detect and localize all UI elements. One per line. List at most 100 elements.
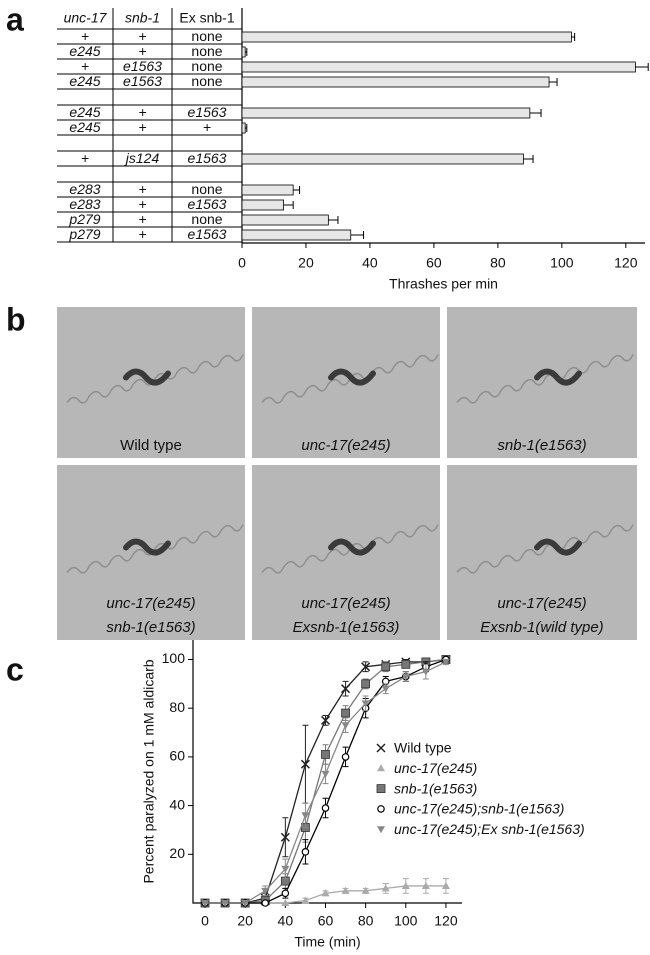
x-tick-label: 40 xyxy=(362,255,378,271)
table-cell: + xyxy=(138,181,146,197)
legend-marker xyxy=(377,826,385,834)
marker xyxy=(381,685,390,693)
legend-label: Wild type xyxy=(394,740,452,756)
marker xyxy=(421,881,430,889)
marker xyxy=(221,900,230,907)
table-cell: + xyxy=(138,104,146,120)
error-bar xyxy=(549,78,558,86)
column-header: unc-17 xyxy=(64,10,108,26)
worm xyxy=(534,538,582,556)
marker xyxy=(341,684,351,694)
x-tick-label: 0 xyxy=(238,255,246,271)
table-cell: e245 xyxy=(69,119,100,135)
marker xyxy=(441,881,450,889)
worm-track xyxy=(456,524,634,574)
x-axis-label: Thrashes per min xyxy=(389,276,498,292)
bar xyxy=(241,229,352,241)
error-bar xyxy=(635,63,649,71)
legend-label: unc-17(e245) xyxy=(394,760,477,776)
table-cell: + xyxy=(81,58,89,74)
x-axis-label: Time (min) xyxy=(294,934,360,950)
x-tick-label: 60 xyxy=(426,255,442,271)
axes xyxy=(192,640,462,904)
error-bar xyxy=(245,124,248,132)
marker xyxy=(361,662,371,672)
table-cell: + xyxy=(138,119,146,135)
table-cell: e245 xyxy=(69,104,100,120)
caption: Exsnb-1(wild type) xyxy=(480,619,603,636)
marker xyxy=(281,865,290,873)
bar xyxy=(241,61,636,73)
table-cell: e283 xyxy=(69,196,100,212)
worm-track xyxy=(66,524,244,574)
error-bar xyxy=(245,48,248,56)
marker xyxy=(401,881,410,889)
panel-label: a xyxy=(6,1,24,37)
legend-marker xyxy=(376,743,386,753)
error-bar xyxy=(350,231,365,239)
marker xyxy=(341,708,350,718)
marker xyxy=(261,887,270,895)
table-cell: none xyxy=(191,181,222,197)
caption: unc-17(e245) xyxy=(497,595,586,612)
x-tick-label: 80 xyxy=(490,255,506,271)
marker xyxy=(301,812,310,820)
bar xyxy=(241,107,531,119)
table-cell: + xyxy=(138,196,146,212)
marker xyxy=(280,832,290,842)
legend-label: snb-1(e1563) xyxy=(394,780,477,796)
bar xyxy=(241,122,246,134)
table-cell: none xyxy=(191,73,222,89)
marker xyxy=(301,896,310,904)
marker xyxy=(361,679,371,689)
y-tick-label: 60 xyxy=(169,748,185,764)
x-tick-label: 120 xyxy=(614,255,638,271)
table-cell: e283 xyxy=(69,181,100,197)
bar xyxy=(241,184,294,196)
table-cell: none xyxy=(191,58,222,74)
marker xyxy=(381,884,390,892)
micrograph xyxy=(252,307,440,458)
x-tick-label: 20 xyxy=(237,913,253,929)
x-tick-label: 60 xyxy=(318,913,334,929)
marker xyxy=(300,759,310,769)
bar xyxy=(241,46,246,58)
table-cell: p279 xyxy=(68,226,100,242)
x-tick-label: 80 xyxy=(358,913,374,929)
worm-track xyxy=(456,354,634,404)
column-header: snb-1 xyxy=(125,10,160,26)
table-cell: e1563 xyxy=(188,104,227,120)
table-cell: e1563 xyxy=(123,73,162,89)
table-cell: + xyxy=(138,226,146,242)
table-cell: none xyxy=(191,211,222,227)
y-tick-label: 100 xyxy=(162,650,186,666)
caption: snb-1(e1563) xyxy=(106,619,195,636)
table-cell: p279 xyxy=(68,211,100,227)
table-cell: js124 xyxy=(124,150,160,166)
panel-label: c xyxy=(6,651,24,687)
marker xyxy=(281,899,290,906)
bar xyxy=(241,214,329,226)
table-cell: + xyxy=(138,28,146,44)
marker xyxy=(281,889,290,898)
table-cell: none xyxy=(191,28,222,44)
y-tick-label: 40 xyxy=(169,796,185,812)
table-cell: e1563 xyxy=(123,58,162,74)
marker xyxy=(401,659,411,669)
caption: Wild type xyxy=(120,437,182,454)
table-cell: + xyxy=(81,28,89,44)
table-cell: e1563 xyxy=(188,196,227,212)
worm xyxy=(534,368,582,386)
marker xyxy=(341,886,350,894)
x-tick-label: 100 xyxy=(550,255,574,271)
table-cell: + xyxy=(203,119,211,135)
panel-label: b xyxy=(6,301,26,337)
caption: unc-17(e245) xyxy=(301,437,390,454)
table-cell: e1563 xyxy=(188,226,227,242)
table-cell: e245 xyxy=(69,43,100,59)
bar xyxy=(241,76,550,88)
marker xyxy=(201,900,210,907)
error-bar xyxy=(523,155,534,163)
marker xyxy=(441,658,450,666)
